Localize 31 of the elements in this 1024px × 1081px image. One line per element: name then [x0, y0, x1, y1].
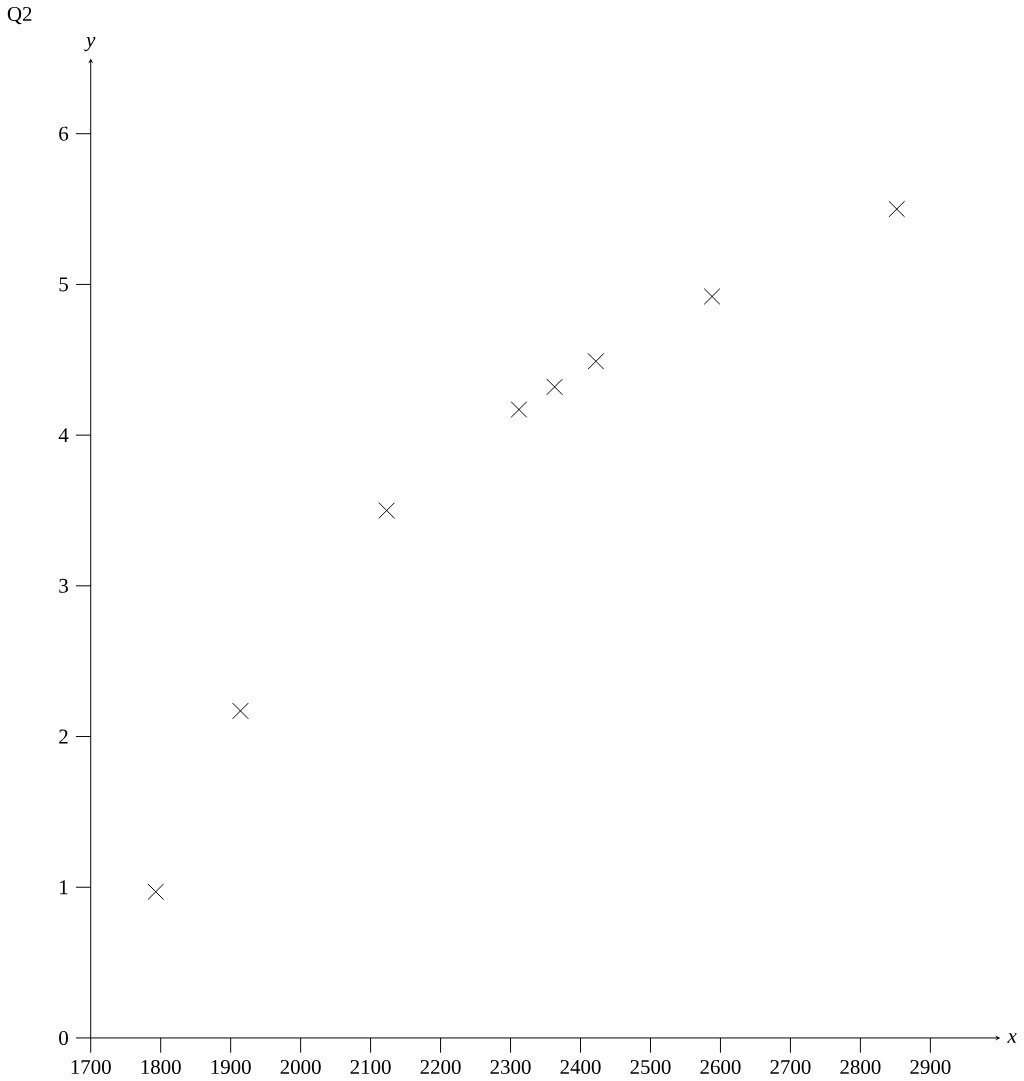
y-axis-title: y — [84, 37, 96, 52]
chart-title: Q2 — [7, 6, 32, 25]
y-tick-label: 4 — [58, 428, 69, 443]
x-tick-label: 2100 — [350, 1059, 391, 1075]
y-tick-label: 3 — [59, 578, 69, 593]
point — [510, 401, 528, 418]
x-tick-label: 2300 — [490, 1059, 531, 1075]
y-tick-label: 1 — [60, 880, 68, 895]
y-tick-label: 0 — [59, 1030, 69, 1046]
y-tick-label: 2 — [59, 729, 68, 744]
x-tick-label: 2700 — [770, 1059, 811, 1075]
point — [232, 702, 249, 720]
x-axis-title: x — [1007, 1033, 1017, 1043]
x-tick-label: 1900 — [211, 1059, 251, 1075]
x-tick-label: 2800 — [840, 1059, 881, 1075]
x-tick-label: 2900 — [910, 1059, 951, 1075]
point — [147, 883, 165, 901]
y-tick-label: 5 — [59, 277, 69, 292]
point — [546, 378, 564, 396]
point — [587, 352, 605, 370]
x-tick-label: 2400 — [560, 1059, 601, 1075]
x-tick-label: 2600 — [700, 1059, 741, 1075]
x-tick-label: 1700 — [71, 1059, 111, 1075]
x-tick-label: 2200 — [420, 1059, 461, 1075]
point — [703, 288, 721, 305]
x-tick-label: 1800 — [141, 1059, 181, 1075]
point — [888, 200, 906, 218]
x-tick-label: 2500 — [630, 1059, 671, 1075]
x-tick-label: 2000 — [280, 1059, 321, 1075]
y-tick-label: 6 — [59, 126, 69, 141]
point — [378, 502, 396, 519]
